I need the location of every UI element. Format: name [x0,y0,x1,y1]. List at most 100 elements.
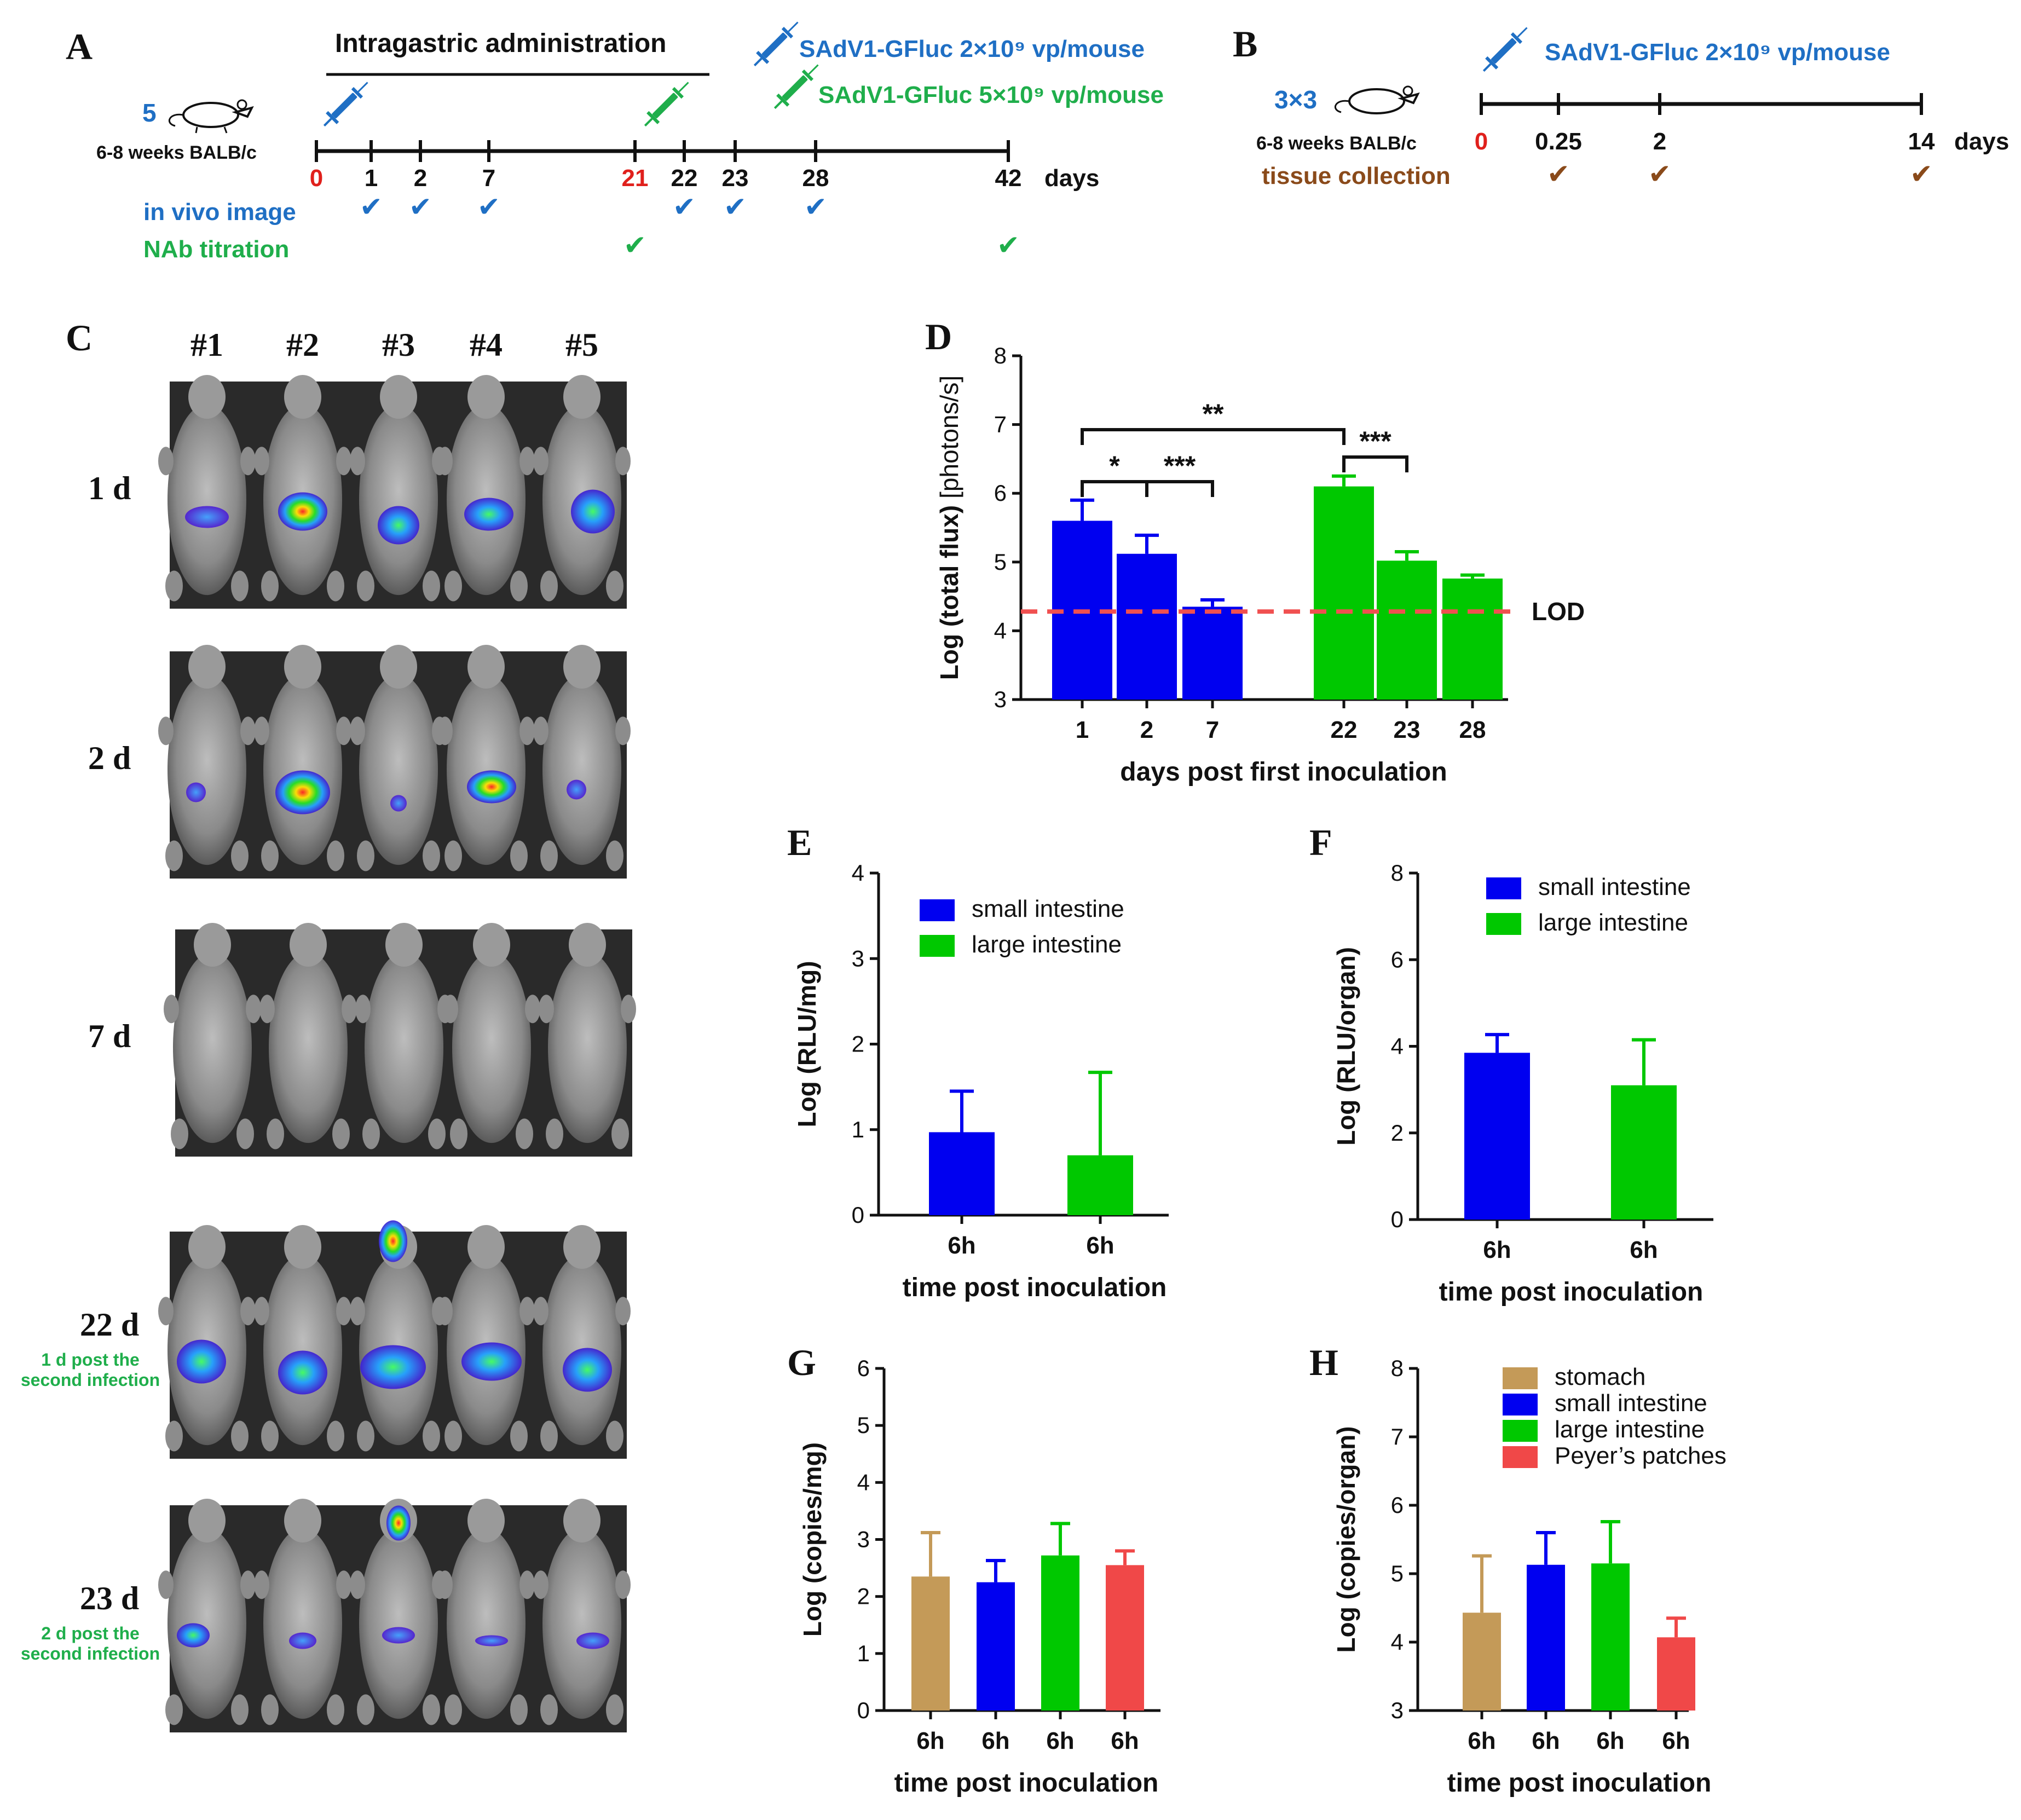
syringe-icon-day0 [317,76,374,132]
mouse-body [263,1528,342,1719]
mouse-head [563,1225,600,1269]
mouse-body [447,1528,526,1719]
mouse-image [259,923,357,1149]
x-tick-label: 6h [1532,1727,1560,1754]
collection-check: ✔ [1648,158,1671,190]
panel-d: D 3 4 5 6 7 8 1 2 7 22 23 28 days post first inocula… [925,316,1585,787]
mouse-body [452,952,531,1143]
mouse-hindlimb [165,840,183,871]
mouse-hindlimb [540,1694,558,1725]
image-row: 2 d [88,645,631,879]
day-label: 1 d [88,470,131,506]
y-tick-label: 8 [994,343,1007,368]
mouse-id-label: #3 [382,327,415,363]
significance-bracket [1342,455,1408,472]
x-tick-label: 6h [1596,1727,1624,1754]
x-tick-label: 1 [1076,717,1089,743]
y-axis-label: Log (copies/organ) [1332,1426,1360,1653]
mouse-image [533,645,631,871]
bar [1442,578,1503,700]
tissue-collection-label: tissue collection [1262,163,1451,189]
x-tick-label: 23 [1394,717,1421,743]
mouse-head [290,923,327,967]
mouse-body [542,1528,621,1719]
bioluminescence-signal [177,1339,226,1384]
mouse-hindlimb [327,840,344,871]
mouse-body [263,1254,342,1446]
bioluminescence-signal [378,506,419,545]
bioluminescence-signal [278,1350,327,1395]
mouse-hindlimb [236,1118,254,1149]
mouse-hindlimb [611,1118,629,1149]
syringe-icon-dose1 [748,16,804,72]
mouse-forelimb [533,1297,548,1326]
mouse-forelimb [158,717,174,746]
mouse-hindlimb [357,840,374,871]
bar [1314,486,1374,700]
panel-letter-g: G [787,1342,816,1383]
x-axis-label: time post inoculation [903,1273,1167,1302]
legend-swatch [1486,913,1521,935]
mouse-forelimb [437,1297,453,1326]
x-tick-label: 22 [1331,717,1358,743]
mouse-hindlimb [327,570,344,602]
image-row: 7 d [88,923,636,1157]
mouse-forelimb [615,447,631,476]
mouse-body [168,404,246,596]
mouse-hindlimb [327,1420,344,1452]
y-tick-label: 2 [1391,1120,1404,1146]
y-axis-label-main: Log (total flux) [935,505,963,680]
y-tick-label: 6 [1391,1492,1404,1518]
mouse-hindlimb [327,1694,344,1725]
panel-e: E 0 1 2 3 4 6h 6h time post inoculation Log (RLU… [787,822,1169,1302]
mouse-forelimb [164,995,179,1024]
timeline-a-tick-label: 42 [995,165,1022,192]
day-label: 2 d [88,740,131,776]
x-tick-label: 6h [1046,1727,1074,1754]
mouse-forelimb [519,1297,535,1326]
mouse-hindlimb [423,1420,440,1452]
mouse-forelimb [519,717,535,746]
bioluminescence-signal [186,782,206,802]
x-axis-label: time post inoculation [894,1769,1159,1798]
mouse-head [467,1499,505,1542]
in-vivo-check: ✔ [673,191,696,223]
group-size: 5 [142,99,157,127]
mouse-forelimb [254,1297,269,1326]
panel-letter-b: B [1233,23,1257,65]
legend-label: large intestine [1555,1416,1705,1443]
mouse-image [254,1225,351,1452]
mouse-hindlimb [423,570,440,602]
collection-check: ✔ [1910,158,1933,190]
mouse-forelimb [259,995,275,1024]
timeline-a-tick-label: 2 [414,165,427,192]
lod-label: LOD [1532,597,1585,626]
bar [1611,1085,1677,1220]
group-size-b: 3×3 [1274,85,1317,114]
timeline-a-tick-label: 0 [310,165,323,192]
mouse-forelimb [246,995,261,1024]
panel-f: F 0 2 4 6 8 6h 6h time post inoculation Log (RLU… [1309,822,1713,1307]
mouse-forelimb [437,1570,453,1599]
y-tick-label: 5 [994,549,1007,575]
mouse-forelimb [615,717,631,746]
mouse-hindlimb [231,1420,249,1452]
mouse-hindlimb [540,1420,558,1452]
mouse-head [188,375,226,419]
legend-label: large intestine [972,931,1122,958]
x-axis-label: time post inoculation [1447,1769,1712,1798]
day-label: 22 d [80,1307,139,1343]
mouse-body [173,952,252,1143]
y-tick-label: 1 [857,1640,870,1666]
timeline-b-tick-label: 2 [1653,128,1666,155]
bar [1182,606,1243,700]
timeline-a-tick-label: 23 [722,165,749,192]
bioluminescence-signal [360,1345,426,1389]
bar [1117,553,1177,700]
in-vivo-check: ✔ [409,191,432,223]
mouse-hindlimb [423,1694,440,1725]
bioluminescence-signal [289,1632,316,1649]
y-tick-label: 3 [1391,1697,1404,1723]
